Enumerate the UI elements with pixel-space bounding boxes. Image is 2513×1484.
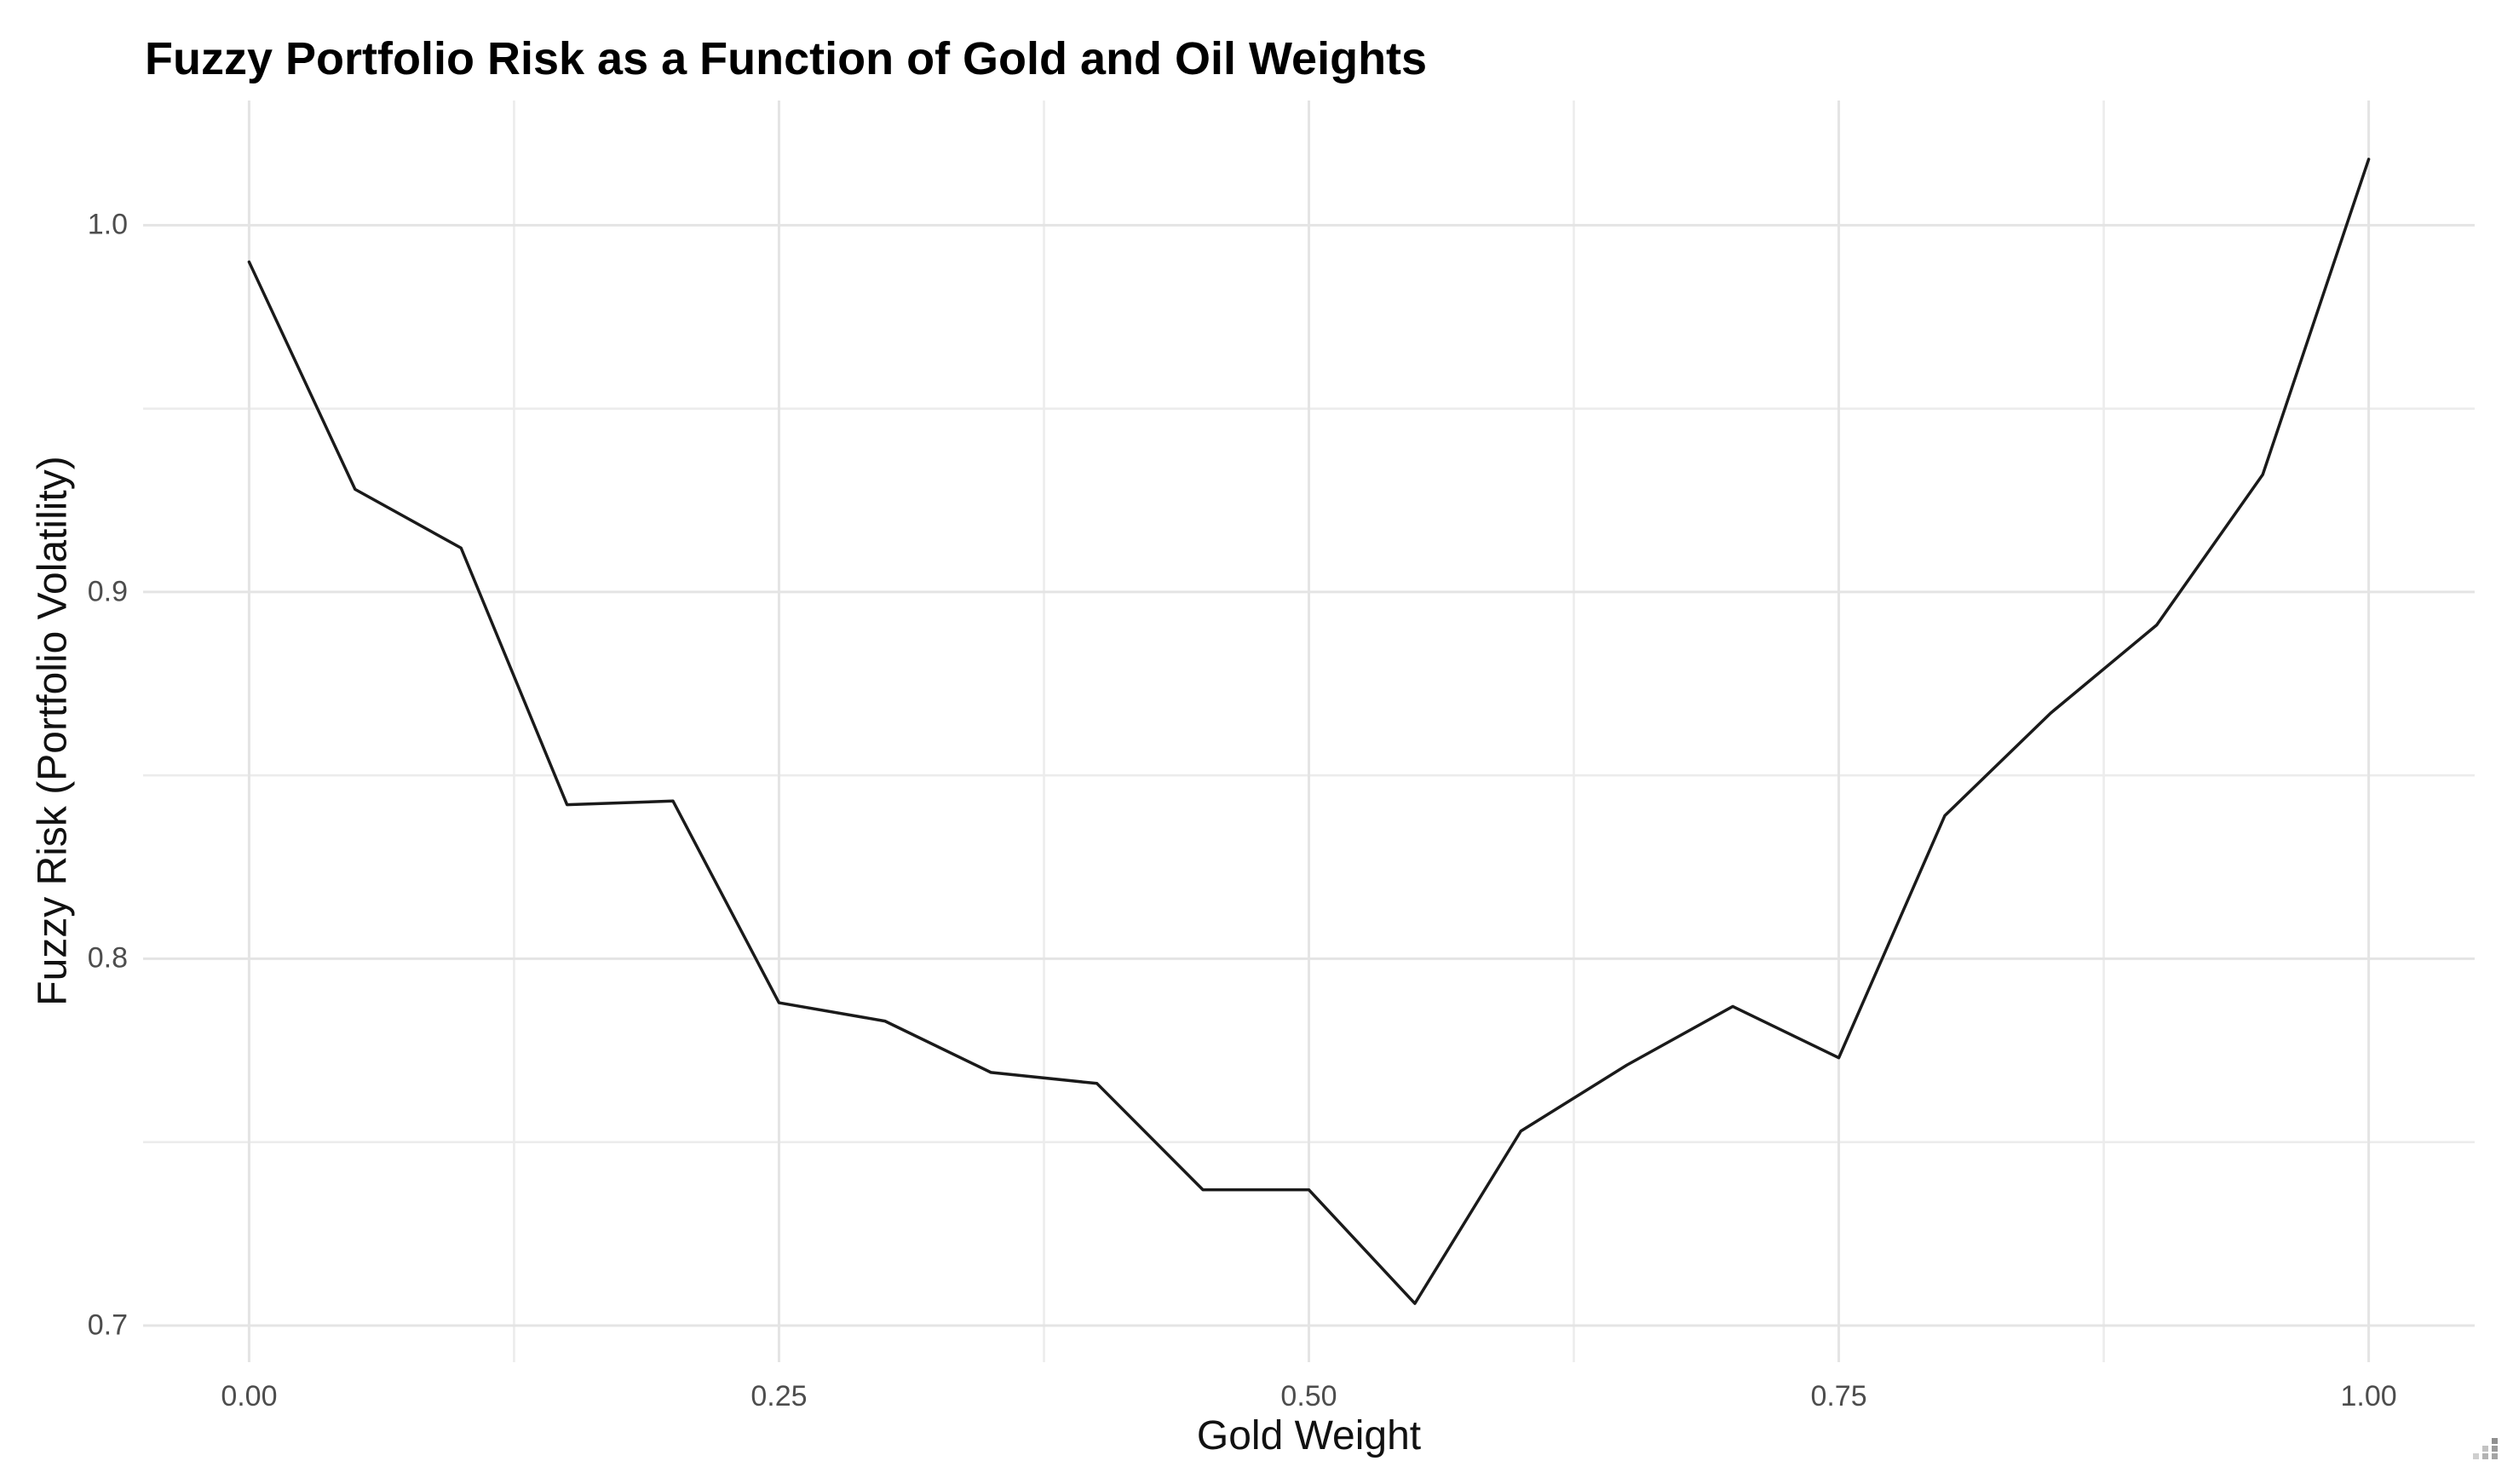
x-tick-label: 0.50 <box>1280 1380 1337 1412</box>
y-axis-title: Fuzzy Risk (Portfolio Volatility) <box>30 456 76 1006</box>
y-tick-label: 0.7 <box>87 1309 128 1342</box>
chart-title: Fuzzy Portfolio Risk as a Function of Go… <box>145 33 1428 84</box>
risk-curve <box>247 158 2371 1305</box>
x-tick-label: 1.00 <box>2340 1380 2397 1412</box>
x-tick-label: 0.00 <box>221 1380 278 1412</box>
y-tick-label: 0.8 <box>87 941 128 975</box>
x-axis-title: Gold Weight <box>1196 1413 1422 1458</box>
plot-panel <box>143 101 2475 1362</box>
x-tick-label: 0.75 <box>1810 1380 1867 1412</box>
resize-grip-icon[interactable] <box>2473 1438 2499 1460</box>
x-tick-label: 0.25 <box>750 1380 808 1412</box>
y-tick-label: 1.0 <box>87 208 128 241</box>
y-tick-label: 0.9 <box>87 575 128 608</box>
